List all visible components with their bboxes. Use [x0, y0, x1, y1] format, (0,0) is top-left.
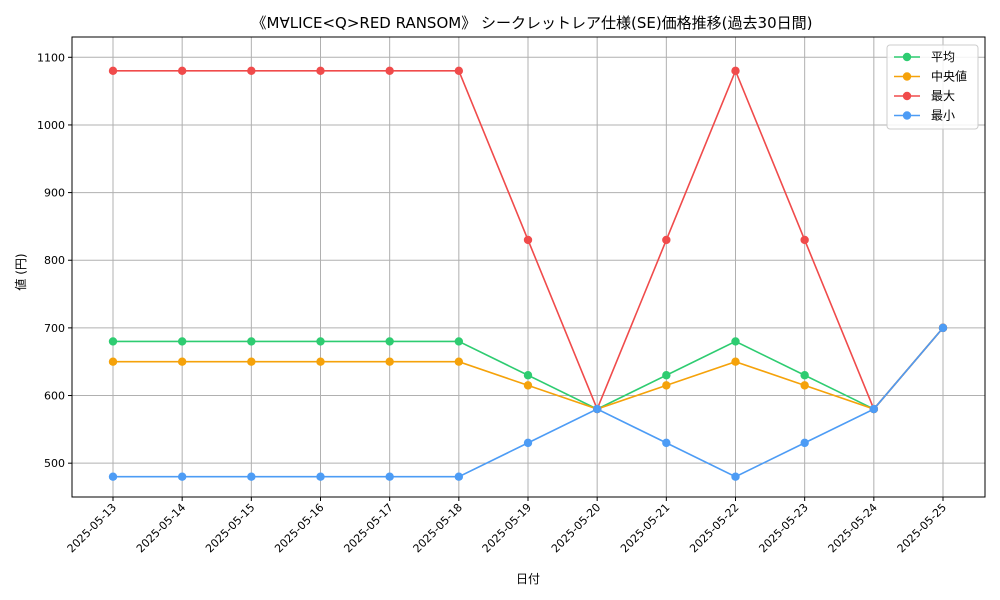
x-tick-label: 2025-05-18 [411, 501, 465, 555]
series-1 [108, 323, 948, 414]
x-tick-label: 2025-05-16 [272, 501, 326, 555]
y-tick-label: 800 [44, 254, 65, 267]
legend-marker [902, 52, 912, 62]
data-point [177, 357, 187, 366]
data-point [454, 357, 464, 366]
x-tick-label: 2025-05-13 [65, 501, 119, 555]
data-point [177, 472, 187, 481]
data-point [316, 357, 325, 366]
data-point [869, 404, 879, 414]
data-point [800, 371, 809, 380]
data-point [385, 472, 394, 481]
legend-marker [902, 91, 912, 101]
y-tick-label: 900 [44, 187, 65, 200]
data-point [316, 472, 325, 481]
data-point [523, 371, 533, 380]
legend-marker [902, 111, 912, 120]
data-point [247, 472, 256, 481]
data-point [800, 438, 809, 448]
data-point [108, 337, 118, 346]
data-point [662, 235, 671, 245]
x-tick-label: 2025-05-20 [549, 501, 603, 555]
legend-label: 最大 [931, 89, 955, 103]
data-point [385, 357, 394, 366]
data-point [454, 66, 464, 76]
data-point [662, 381, 671, 390]
data-point [177, 337, 187, 346]
data-point [731, 66, 740, 76]
data-point [247, 66, 256, 76]
x-tick-label: 2025-05-14 [134, 501, 188, 555]
grid-lines [72, 37, 985, 497]
legend-label: 中央値 [931, 69, 967, 84]
x-tick-label: 2025-05-21 [618, 501, 672, 555]
data-point [385, 66, 394, 76]
series-lines [108, 66, 948, 481]
data-point [247, 337, 256, 346]
legend-label: 最小 [931, 109, 955, 123]
legend-label: 平均 [931, 50, 955, 64]
legend-box [886, 44, 979, 130]
data-point [731, 337, 740, 346]
legend-item: 中央値 [894, 69, 967, 84]
data-point [454, 337, 464, 346]
y-axis-label: 値 (円) [13, 253, 28, 290]
data-point [108, 357, 118, 366]
chart-title: 《M∀LICE<Q>RED RANSOM》 シークレットレア仕様(SE)価格推移… [252, 14, 813, 32]
y-tick-label: 1100 [37, 51, 65, 64]
data-point [247, 357, 256, 366]
legend-item: 最小 [894, 109, 955, 123]
x-tick-label: 2025-05-25 [895, 501, 949, 555]
x-tick-label: 2025-05-22 [687, 501, 741, 555]
data-point [523, 235, 533, 245]
x-tick-label: 2025-05-17 [341, 501, 395, 555]
data-point [316, 66, 325, 76]
data-point [731, 472, 740, 481]
data-point [523, 438, 533, 448]
data-point [177, 66, 187, 76]
y-tick-label: 700 [44, 322, 65, 335]
y-tick-label: 1000 [37, 119, 65, 132]
data-point [800, 381, 809, 390]
data-point [385, 337, 394, 346]
x-axis-ticks: 2025-05-13 2025-05-14 2025-05-15 2025-05-16… [65, 497, 949, 555]
legend-marker [902, 72, 912, 81]
x-axis-label: 日付 [516, 572, 540, 586]
data-point [316, 337, 325, 346]
legend-item: 平均 [894, 50, 955, 64]
data-point [523, 381, 533, 390]
data-point [108, 472, 118, 481]
data-point [592, 404, 602, 414]
legend-item: 最大 [894, 89, 955, 103]
y-tick-label: 500 [44, 457, 65, 470]
x-tick-label: 2025-05-15 [203, 501, 257, 555]
series-4 [108, 323, 948, 481]
y-axis-ticks: 500 600 700 800 900 1000 1100 [37, 51, 72, 470]
data-point [938, 323, 948, 333]
data-point [731, 357, 740, 366]
y-tick-label: 600 [44, 390, 65, 403]
x-tick-label: 2025-05-23 [756, 501, 810, 555]
data-point [662, 371, 671, 380]
data-point [454, 472, 464, 481]
x-tick-label: 2025-05-24 [826, 501, 880, 555]
data-point [108, 66, 118, 76]
x-tick-label: 2025-05-19 [480, 501, 534, 555]
data-point [800, 235, 809, 245]
data-point [662, 438, 671, 448]
